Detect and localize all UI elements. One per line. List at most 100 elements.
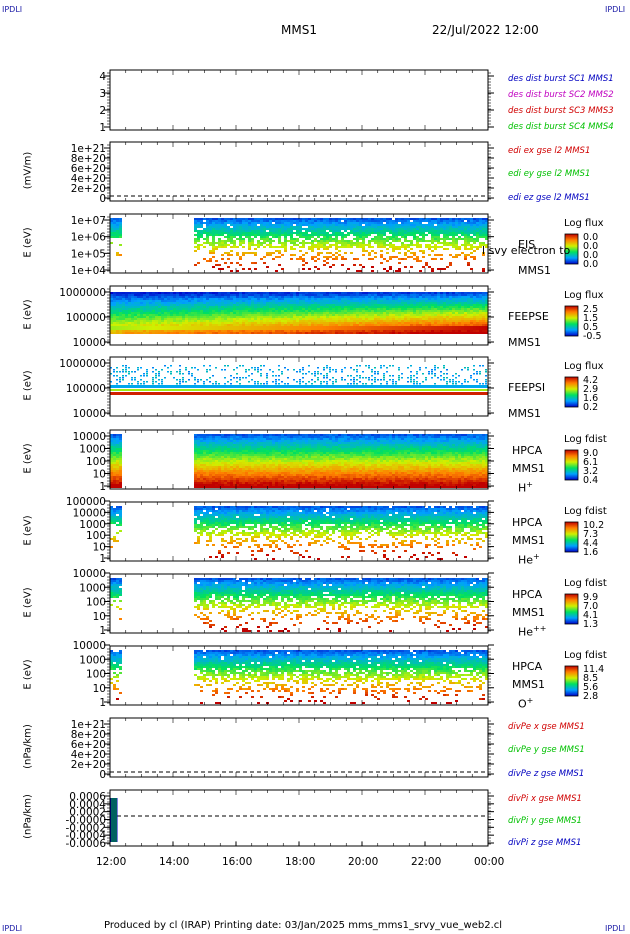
panel-p11: 0.00060.00040.0002-0.0000-0.0002-0.0004-… — [65, 789, 494, 850]
y-tick-label: 10 — [93, 611, 106, 623]
y-tick-label: 10000 — [73, 507, 106, 519]
instrument-label: FEEPSI — [508, 381, 546, 394]
corner-mark-bottom-left: IPDLI — [2, 924, 23, 933]
colorbar-value: 4.2 — [583, 375, 599, 386]
y-tick-label: 8e+20 — [71, 729, 106, 741]
y-tick-label: 8e+20 — [71, 153, 106, 165]
y-tick-label: 10000 — [73, 640, 106, 652]
y-tick-label: 10 — [93, 683, 106, 695]
x-tick-label: 22:00 — [411, 856, 442, 868]
x-tick-label: 20:00 — [348, 856, 379, 868]
colorbar-title: Log fdist — [564, 434, 607, 445]
instrument-label: HPCA — [512, 444, 543, 457]
y-tick-label: 4e+20 — [71, 749, 106, 761]
colorbar — [564, 521, 579, 553]
legend-entry: edi ex gse l2 MMS1 — [508, 146, 591, 156]
colorbar-title: Log flux — [564, 361, 604, 372]
instrument-label: HPCA — [512, 660, 543, 673]
x-tick-label: 14:00 — [159, 856, 190, 868]
colorbar-value: 0.0 — [583, 241, 599, 253]
instrument-label: MMS1 — [508, 407, 541, 420]
y-tick-label: 0 — [99, 769, 106, 781]
instrument-label: HPCA — [512, 516, 543, 529]
colorbar-value: 3.2 — [583, 466, 599, 478]
spectrogram-p7 — [110, 506, 488, 560]
overlay-text: l svy electron to — [482, 244, 571, 257]
x-tick-label: 16:00 — [222, 856, 253, 868]
colorbar-value: 2.5 — [583, 304, 599, 315]
colorbar-value: 5.6 — [583, 682, 599, 694]
y-tick-label: 100 — [86, 669, 106, 681]
species-label: He+ — [518, 552, 540, 567]
divpi-spike — [110, 798, 118, 842]
panel-p1: 4 3 2 1 — [99, 69, 494, 134]
y-tick-label: -0.0000 — [65, 815, 106, 827]
y-tick-label: 1e+21 — [71, 143, 106, 155]
y-axis-label-p6: E (eV) — [22, 442, 34, 474]
colorbar-value: 0.2 — [583, 402, 599, 414]
colorbar-value: 1.6 — [583, 547, 599, 559]
instrument-label: MMS1 — [518, 264, 551, 277]
spacecraft-title: MMS1 — [281, 23, 317, 37]
y-tick-label: 1e+04 — [71, 265, 107, 277]
colorbar — [564, 233, 579, 265]
y-tick-label: 3 — [99, 88, 106, 100]
colorbar-value: 4.1 — [583, 610, 599, 622]
instrument-label: MMS1 — [512, 606, 545, 619]
y-tick-label: 2 — [99, 105, 106, 117]
legend-entry: divPe z gse MMS1 — [508, 768, 585, 779]
colorbar-value: 6.1 — [583, 457, 599, 469]
colorbar — [564, 376, 579, 408]
panel-p3: 1e+07 1e+06 1e+05 1e+04 — [71, 213, 579, 277]
y-tick-label: 100 — [86, 530, 106, 542]
instrument-label: MMS1 — [512, 534, 545, 547]
y-tick-label: 10000 — [73, 431, 106, 443]
legend-entry: divPe x gse MMS1 — [508, 722, 585, 732]
species-label: He++ — [518, 624, 547, 639]
instrument-label: MMS1 — [508, 336, 541, 349]
colorbar-value: 0.0 — [583, 259, 599, 271]
spectrogram-p5 — [110, 365, 488, 395]
legend-entry: divPi x gse MMS1 — [508, 794, 582, 804]
y-tick-label: 6e+20 — [71, 163, 106, 175]
instrument-label: EIS — [518, 238, 536, 251]
colorbar-value: 2.8 — [583, 691, 599, 703]
corner-mark-top-left: IPDLI — [2, 5, 23, 14]
colorbar-value: 9.9 — [583, 592, 599, 603]
panel-frame — [109, 141, 489, 202]
y-axis-label-p8: E (eV) — [22, 586, 34, 618]
spectrogram-p4 — [110, 292, 488, 334]
y-tick-label: 1 — [99, 697, 106, 709]
y-tick-label: 1e+06 — [71, 232, 107, 244]
y-tick-label: 100 — [86, 597, 106, 609]
corner-mark-bottom-right: IPDLI — [605, 924, 626, 933]
y-tick-label: 1e+21 — [71, 719, 106, 731]
y-tick-label: 10000 — [73, 337, 106, 349]
y-tick-label: 1 — [99, 553, 106, 565]
legend-entry: divPi z gse MMS1 — [508, 837, 582, 848]
y-tick-label: -0.0006 — [65, 838, 106, 850]
instrument-label: FEEPSE — [508, 310, 549, 323]
y-tick-label: 1000000 — [59, 287, 106, 299]
corner-mark-top-right: IPDLI — [605, 5, 626, 14]
y-tick-label: 0.0004 — [69, 799, 106, 811]
species-label: O+ — [518, 696, 534, 711]
colorbar-value: 0.0 — [583, 250, 599, 262]
instrument-label: MMS1 — [512, 462, 545, 475]
y-tick-label: 0 — [99, 193, 106, 205]
colorbar — [564, 665, 579, 697]
colorbar-value: 1.6 — [583, 393, 599, 405]
y-axis-label-p9: E (eV) — [22, 658, 34, 690]
colorbar-value: 0.5 — [583, 322, 599, 334]
y-tick-label: 2e+20 — [71, 183, 106, 195]
y-axis-label-p10: (nPa/km) — [22, 723, 34, 769]
spectrogram-p3 — [110, 218, 488, 272]
y-tick-label: 10000 — [73, 408, 106, 420]
panel-frame — [109, 789, 489, 847]
panel-p4: 1000000 100000 10000 — [59, 285, 579, 349]
species-charge: ++ — [533, 624, 547, 633]
colorbar-value: 4.4 — [583, 538, 599, 550]
legend-entry: divPi y gse MMS1 — [508, 815, 582, 826]
